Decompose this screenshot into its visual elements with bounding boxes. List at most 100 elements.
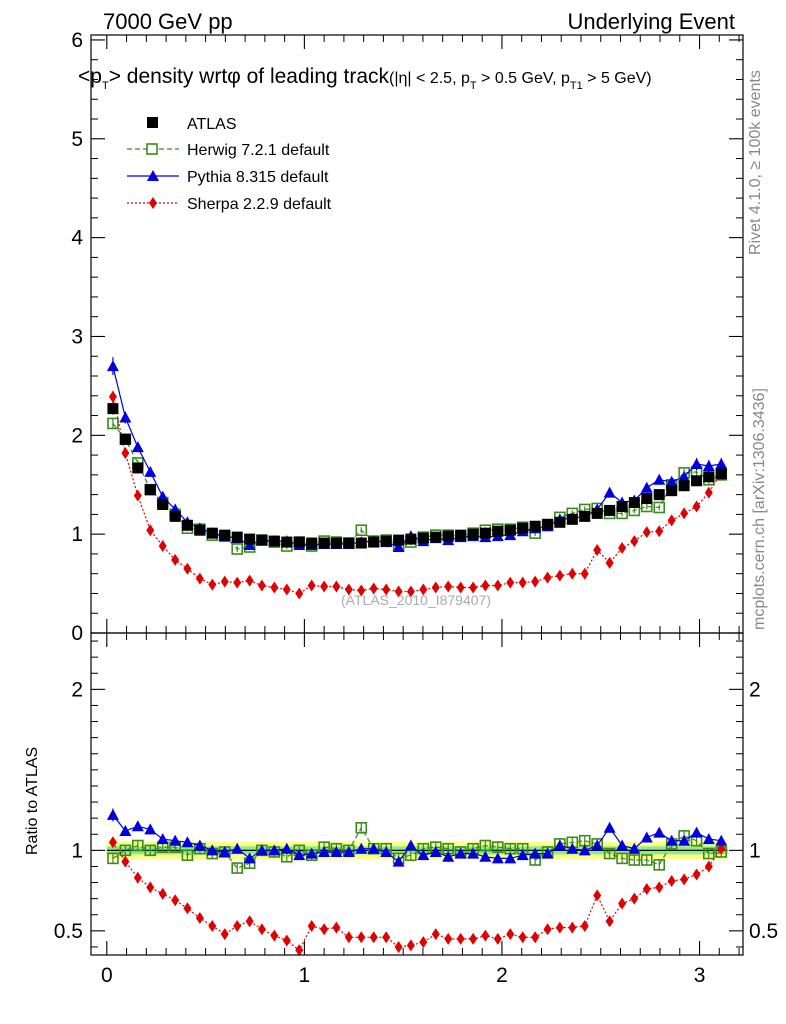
main-point-sherpa xyxy=(568,567,577,580)
ratio-point-pythia xyxy=(665,834,678,846)
main-point-sherpa xyxy=(382,583,391,596)
main-point-data xyxy=(517,522,529,534)
main-point-data xyxy=(467,528,479,540)
main-line-herwig xyxy=(112,423,722,550)
title-d-sub: T xyxy=(470,80,477,92)
main-point-sherpa xyxy=(655,525,664,538)
legend-sherpa: Sherpa 2.2.9 default xyxy=(127,196,332,213)
main-point-pythia xyxy=(106,360,119,372)
main-series-sherpa xyxy=(108,390,726,600)
ratio-point-herwig xyxy=(603,847,616,860)
main-point-sherpa xyxy=(593,543,602,556)
main-point-sherpa xyxy=(469,581,478,594)
ratio-point-sherpa xyxy=(233,920,242,933)
main-point-data xyxy=(293,536,305,548)
ratio-point-sherpa xyxy=(320,923,329,936)
main-ytick-label: 4 xyxy=(71,227,83,250)
ratio-point-herwig xyxy=(628,854,641,866)
ratio-point-sherpa xyxy=(332,921,341,934)
main-point-data xyxy=(206,527,218,539)
main-point-data xyxy=(579,510,591,522)
ratio-point-sherpa xyxy=(295,944,304,957)
main-point-sherpa xyxy=(158,540,167,553)
ratio-point-sherpa xyxy=(692,868,701,881)
main-ytick-label: 1 xyxy=(71,523,83,546)
ratio-point-pythia xyxy=(578,844,591,856)
main-point-sherpa xyxy=(431,581,440,594)
main-point-pythia xyxy=(392,541,405,553)
title-f: > 5 GeV) xyxy=(583,70,652,87)
ratio-point-sherpa xyxy=(680,873,689,886)
main-point-sherpa xyxy=(344,583,353,596)
main-point-data xyxy=(542,518,554,530)
ratio-point-sherpa xyxy=(543,923,552,936)
ratio-point-herwig xyxy=(640,854,653,866)
main-point-data xyxy=(330,537,342,549)
title-phi: φ xyxy=(227,65,241,88)
main-point-data xyxy=(169,510,181,522)
ratio-point-sherpa xyxy=(195,911,204,924)
ratio-point-pythia xyxy=(106,808,119,820)
main-point-sherpa xyxy=(121,447,130,460)
ratio-point-sherpa xyxy=(630,892,639,905)
main-point-sherpa xyxy=(580,567,589,580)
main-point-sherpa xyxy=(394,585,403,598)
main-point-pythia xyxy=(702,459,715,471)
main-ytick-label: 3 xyxy=(71,325,83,348)
ratio-point-sherpa xyxy=(456,932,465,945)
ratio-point-pythia xyxy=(131,820,144,832)
ratio-point-herwig xyxy=(132,839,144,852)
ratio-point-pythia xyxy=(516,849,529,861)
title-b: > density wrt xyxy=(109,65,228,88)
ratio-point-sherpa xyxy=(568,921,577,934)
ratio-point-herwig xyxy=(616,852,628,865)
main-point-sherpa xyxy=(630,535,639,548)
ratio-point-pythia xyxy=(467,847,480,859)
ratio-point-pythia xyxy=(355,842,368,854)
main-point-sherpa xyxy=(282,583,291,596)
main-ytick-label: 2 xyxy=(71,424,83,447)
main-point-data xyxy=(343,537,355,549)
ratio-ytick-label: 0.5 xyxy=(54,920,83,943)
main-point-data xyxy=(144,484,156,496)
ratio-point-herwig xyxy=(144,844,157,857)
main-point-sherpa xyxy=(667,514,676,527)
main-point-data xyxy=(554,516,566,528)
main-point-herwig xyxy=(231,543,244,555)
ratio-point-pythia xyxy=(603,821,616,833)
ratio-panel: 0.5 0.5 1 1 2 2 0 1 2 3 Ratio to ATLAS xyxy=(24,632,778,987)
ratio-point-pythia xyxy=(429,845,442,857)
ratio-point-sherpa xyxy=(431,928,440,941)
title-c: of leading track xyxy=(241,65,390,88)
main-point-sherpa xyxy=(357,584,366,597)
ratio-point-pythia xyxy=(479,850,492,862)
ratio-point-pythia xyxy=(715,834,728,846)
ratio-point-pythia xyxy=(417,849,430,861)
main-point-sherpa xyxy=(146,524,155,537)
main-point-sherpa xyxy=(506,576,515,589)
ratio-point-pythia xyxy=(678,834,691,846)
ratio-point-pythia xyxy=(144,823,157,835)
ratio-frame xyxy=(90,632,744,956)
ratio-point-sherpa xyxy=(555,921,564,934)
ratio-marks xyxy=(106,808,728,957)
ratio-point-pythia xyxy=(616,839,629,851)
header-right: Underlying Event xyxy=(567,9,735,34)
ratio-point-pythia xyxy=(255,844,268,856)
ratio-point-herwig xyxy=(119,844,132,857)
ratio-point-sherpa xyxy=(444,932,453,945)
main-point-data xyxy=(691,475,703,487)
ratio-point-pythia xyxy=(243,852,256,864)
ratio-point-herwig xyxy=(479,839,492,852)
main-point-data xyxy=(504,524,516,536)
main-point-herwig xyxy=(107,417,119,430)
main-point-data xyxy=(132,462,144,474)
legend-sherpa-label: Sherpa 2.2.9 default xyxy=(187,196,332,213)
main-point-pythia xyxy=(678,470,691,482)
ratio-point-pythia xyxy=(181,836,194,848)
main-point-sherpa xyxy=(220,575,229,588)
ratio-point-herwig xyxy=(355,822,368,834)
main-point-pythia xyxy=(156,490,169,502)
main-point-pythia xyxy=(640,481,653,493)
